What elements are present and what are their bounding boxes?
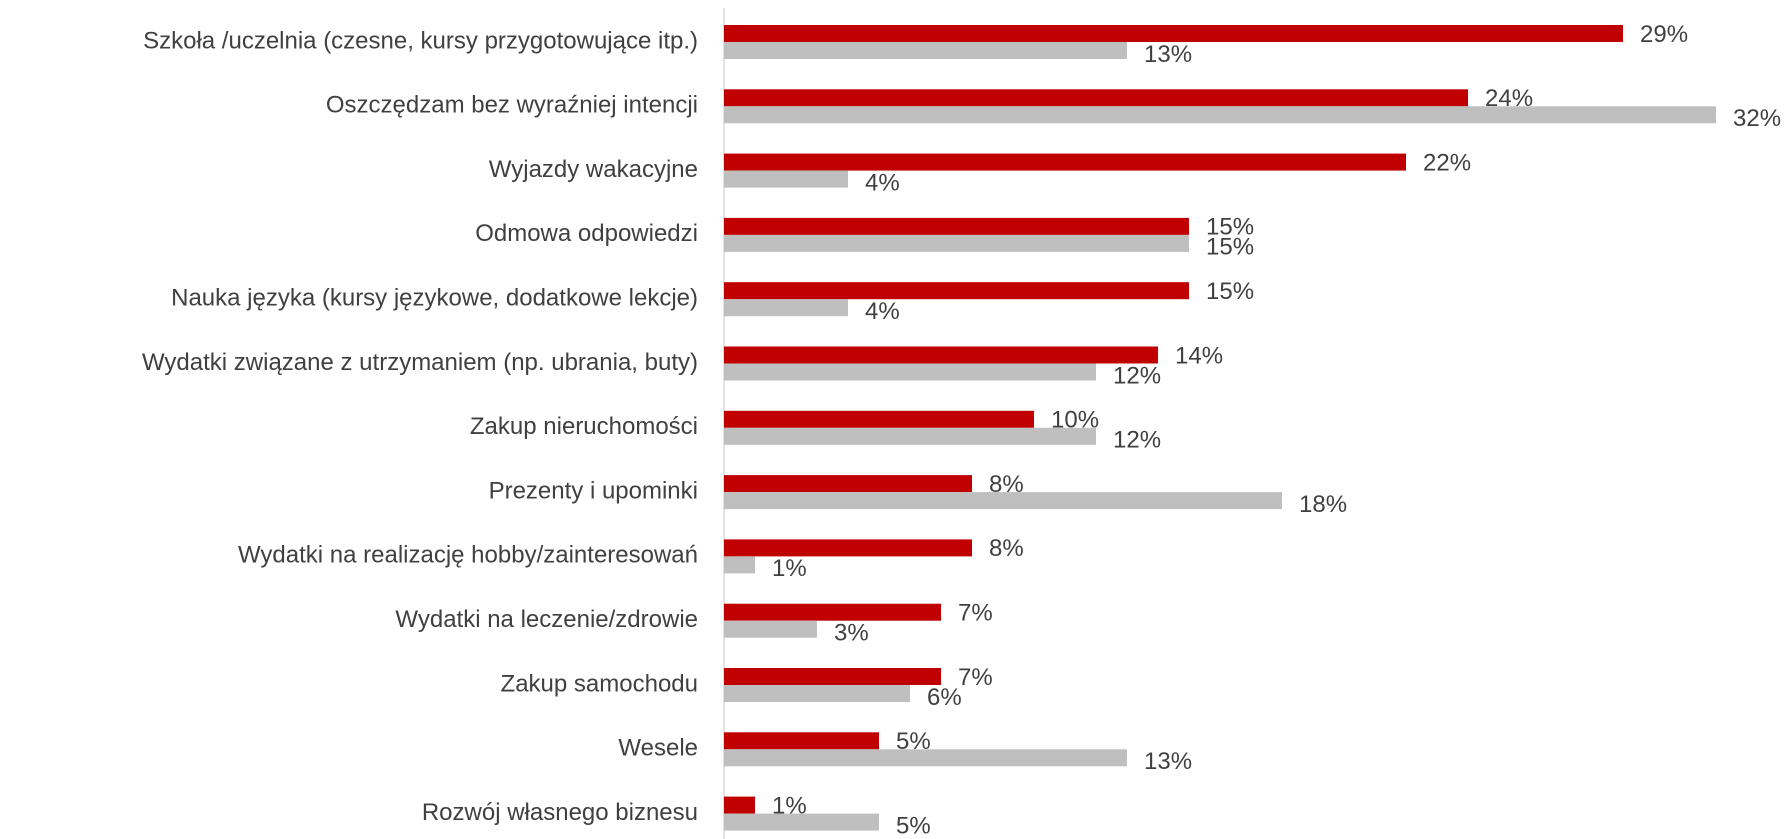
category-label: Wydatki na leczenie/zdrowie	[395, 606, 698, 633]
data-label: 7%	[958, 600, 993, 627]
bar	[724, 603, 941, 621]
bar	[724, 556, 755, 574]
bar	[724, 685, 910, 702]
category-label: Zakup nieruchomości	[470, 413, 698, 440]
bar	[724, 492, 1282, 510]
bar	[724, 282, 1189, 300]
bar	[724, 410, 1034, 428]
bar	[724, 234, 1189, 252]
data-label: 1%	[772, 555, 807, 582]
data-label: 32%	[1733, 105, 1781, 132]
bar	[724, 170, 848, 188]
bar	[724, 89, 1468, 107]
bar	[724, 749, 1127, 767]
category-label: Zakup samochodu	[501, 670, 698, 697]
data-label: 5%	[896, 812, 931, 839]
bar	[724, 363, 1096, 381]
category-label: Wyjazdy wakacyjne	[489, 156, 698, 183]
data-label: 14%	[1175, 342, 1223, 369]
data-label: 3%	[834, 620, 869, 647]
data-label: 12%	[1113, 362, 1161, 389]
data-label: 29%	[1640, 21, 1688, 48]
data-label: 4%	[865, 298, 900, 325]
category-label: Wesele	[618, 735, 698, 762]
category-label: Nauka języka (kursy językowe, dodatkowe …	[171, 285, 698, 312]
category-label: Wydatki na realizację hobby/zainteresowa…	[238, 542, 698, 569]
bar	[724, 813, 879, 831]
category-label: Rozwój własnego biznesu	[422, 799, 698, 826]
data-label: 8%	[989, 535, 1024, 562]
data-label: 13%	[1144, 748, 1192, 775]
data-label: 15%	[1206, 278, 1254, 305]
data-label: 18%	[1299, 491, 1347, 518]
bar	[724, 153, 1406, 171]
bar	[724, 25, 1623, 42]
category-label: Prezenty i upominki	[489, 477, 698, 504]
data-label: 7%	[958, 664, 993, 691]
bar	[724, 475, 972, 493]
category-label: Szkoła /uczelnia (czesne, kursy przygoto…	[143, 27, 698, 54]
category-label: Wydatki związane z utrzymaniem (np. ubra…	[142, 349, 698, 376]
bar	[724, 796, 755, 814]
data-label: 12%	[1113, 427, 1161, 454]
data-label: 15%	[1206, 214, 1254, 241]
bar	[724, 42, 1127, 59]
bar	[724, 427, 1096, 445]
bar	[724, 539, 972, 557]
bar	[724, 668, 941, 685]
bar	[724, 346, 1158, 364]
bar	[724, 217, 1189, 235]
category-label: Oszczędzam bez wyraźniej intencji	[326, 92, 698, 119]
data-label: 4%	[865, 169, 900, 196]
bar	[724, 620, 817, 638]
data-label: 15%	[1206, 234, 1254, 261]
bar	[724, 299, 848, 317]
data-label: 13%	[1144, 41, 1192, 68]
category-label: Odmowa odpowiedzi	[475, 220, 698, 247]
data-label: 6%	[927, 684, 962, 711]
data-label: 22%	[1423, 149, 1471, 176]
bar	[724, 732, 879, 750]
bar	[724, 106, 1716, 124]
